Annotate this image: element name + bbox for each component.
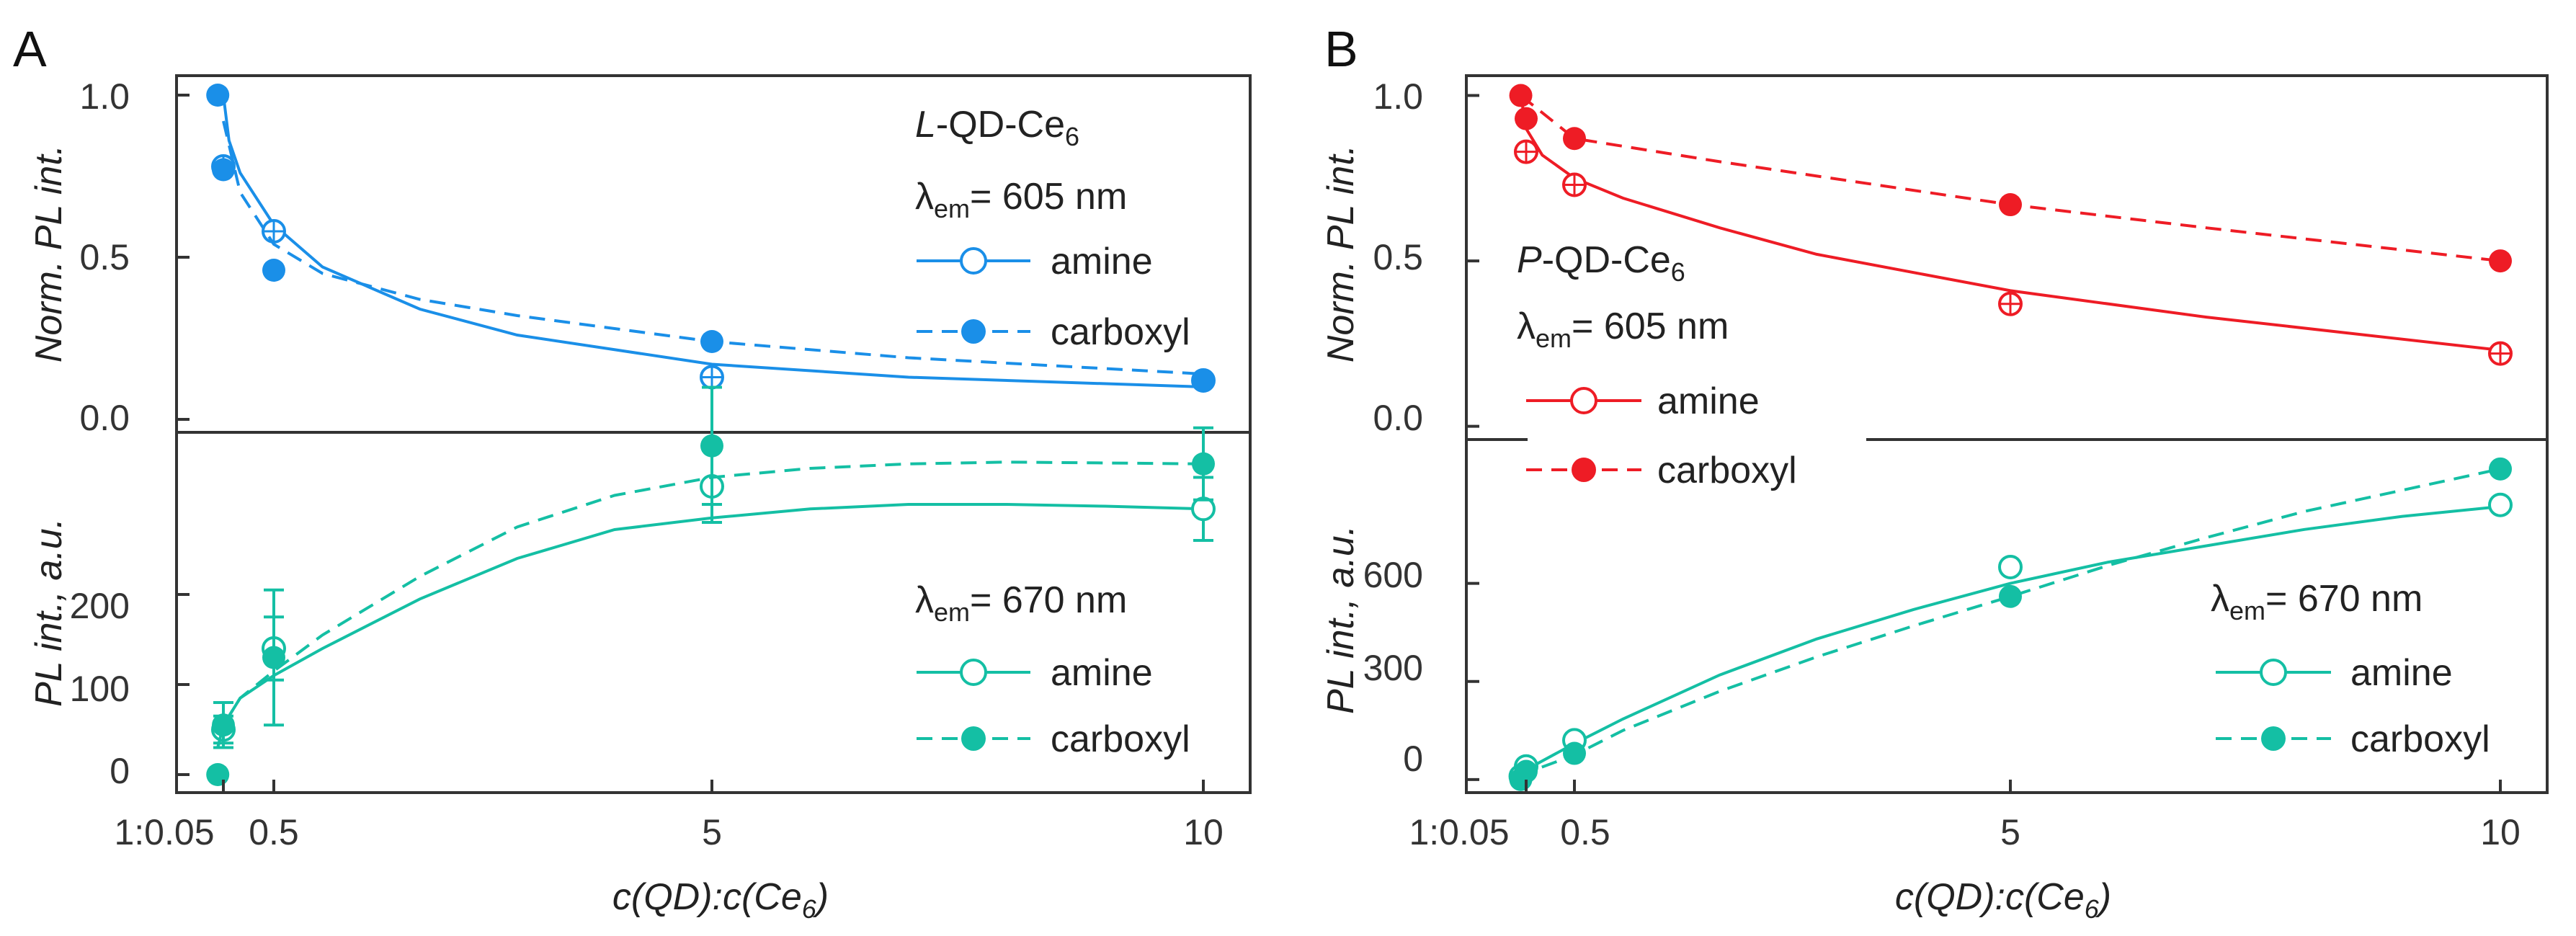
carboxyl-data-point — [2489, 249, 2512, 273]
panel-b-xtick: 10 — [2480, 812, 2521, 852]
panel-b-bottom-ytick: 300 — [1363, 648, 1423, 688]
panel-b-top-ytick: 1.0 — [1373, 76, 1423, 117]
carboxyl-data-point — [1999, 584, 2022, 608]
panel-b-bottom-plot — [1466, 457, 2513, 793]
svg-text:amine: amine — [1051, 241, 1153, 282]
carboxyl-data-point — [262, 646, 285, 669]
carboxyl-data-point — [1192, 369, 1215, 392]
panel-b-bottom-legend-carboxyl: carboxyl — [2216, 718, 2490, 760]
panel-a-xtick: 0.5 — [249, 812, 299, 852]
panel-b-bottom-legend-amine: amine — [2216, 652, 2453, 694]
svg-text:amine: amine — [1657, 380, 1760, 422]
panel-a-top-title: L-QD-Ce6 — [915, 104, 1079, 151]
panel-b-top-ylabel: Norm. PL int. — [1320, 145, 1362, 362]
carboxyl-data-point — [206, 84, 230, 107]
carboxyl-fit-line — [1520, 94, 2501, 263]
svg-text:amine: amine — [1051, 652, 1153, 694]
panel-a-xlabel: c(QD):c(Ce6) — [612, 876, 829, 924]
panel-a-top-ylabel: Norm. PL int. — [28, 145, 70, 362]
panel-b-xtick: 1:0.05 — [1409, 812, 1509, 852]
panel-b-letter: B — [1324, 21, 1358, 77]
panel-b-top-legend-carboxyl: carboxyl — [1526, 450, 1797, 491]
panel-b: B Norm. PL int. PL int., a.u. 1.0 0.5 0.… — [1320, 21, 2549, 924]
panel-a-bottom-ytick: 100 — [70, 669, 130, 709]
carboxyl-fit-line — [216, 460, 1204, 748]
carboxyl-data-point — [262, 259, 285, 282]
panel-b-xtick: 0.5 — [1560, 812, 1610, 852]
panel-a-bottom-legend-amine: amine — [917, 652, 1153, 694]
panel-b-xtick: 5 — [2000, 812, 2020, 852]
panel-a-xtick: 1:0.05 — [114, 812, 214, 852]
panel-a-top-ytick: 0.5 — [79, 237, 130, 277]
carboxyl-data-point — [1192, 452, 1215, 476]
carboxyl-data-point — [1515, 107, 1538, 130]
panel-a-top-plot — [177, 84, 1216, 421]
panel-a: A Norm. PL int. PL int., a.u. 1.0 0.5 0.… — [13, 21, 1252, 924]
panel-b-frame — [1465, 74, 2549, 794]
carboxyl-data-point — [212, 713, 235, 737]
panel-b-top-ytick: 0.5 — [1373, 237, 1423, 277]
carboxyl-data-point — [700, 434, 723, 458]
panel-b-top-lambda: λem= 605 nm — [1517, 306, 1729, 353]
panel-b-top-ytick: 0.0 — [1373, 398, 1423, 438]
carboxyl-data-point — [2489, 457, 2512, 481]
amine-fit-line — [222, 94, 1204, 388]
panel-a-bottom-ytick: 200 — [70, 586, 130, 626]
panel-b-top-legend-amine: amine — [1526, 380, 1760, 422]
panel-b-top-plot — [1466, 84, 2513, 428]
carboxyl-data-point — [700, 330, 723, 353]
svg-text:amine: amine — [2350, 652, 2453, 694]
panel-b-bottom-ytick: 0 — [1403, 739, 1423, 779]
carboxyl-data-point — [212, 158, 235, 182]
svg-text:carboxyl: carboxyl — [1657, 450, 1797, 491]
panel-a-top-legend-amine: amine — [917, 241, 1153, 282]
panel-b-xlabel: c(QD):c(Ce6) — [1895, 876, 2111, 924]
carboxyl-data-point — [1515, 759, 1538, 783]
carboxyl-data-point — [1509, 84, 1533, 107]
carboxyl-data-point — [206, 763, 230, 786]
panel-a-top-ytick: 0.0 — [79, 398, 130, 438]
panel-a-xtick: 5 — [702, 812, 722, 852]
panel-b-bottom-ylabel: PL int., a.u. — [1320, 525, 1362, 714]
amine-data-point — [2488, 492, 2513, 517]
panel-a-bottom-plot — [177, 385, 1216, 793]
amine-fit-line — [216, 503, 1204, 748]
panel-a-top-legend-carboxyl: carboxyl — [917, 311, 1190, 353]
panel-b-bottom-lambda: λem= 670 nm — [2211, 578, 2423, 625]
panel-a-bottom-ylabel: PL int., a.u. — [28, 518, 70, 707]
panel-b-bottom-ytick: 600 — [1363, 555, 1423, 595]
panel-a-xtick: 10 — [1183, 812, 1224, 852]
svg-text:carboxyl: carboxyl — [2350, 718, 2490, 760]
carboxyl-fit-line — [222, 120, 1204, 375]
svg-text:carboxyl: carboxyl — [1051, 311, 1190, 353]
panel-a-bottom-legend-carboxyl: carboxyl — [917, 718, 1190, 760]
panel-a-bottom-lambda: λem= 670 nm — [915, 579, 1127, 627]
amine-fit-line — [1519, 95, 2501, 352]
amine-data-point — [1998, 554, 2023, 579]
panel-b-top-title: P-QD-Ce6 — [1517, 239, 1685, 287]
panel-a-top-ytick: 1.0 — [79, 76, 130, 117]
carboxyl-data-point — [1999, 193, 2022, 217]
carboxyl-data-point — [1563, 741, 1586, 765]
panel-a-bottom-ytick: 0 — [110, 751, 130, 791]
panel-a-letter: A — [13, 21, 47, 77]
svg-text:carboxyl: carboxyl — [1051, 718, 1190, 760]
panel-a-top-lambda: λem= 605 nm — [915, 176, 1127, 223]
carboxyl-data-point — [1563, 127, 1586, 151]
